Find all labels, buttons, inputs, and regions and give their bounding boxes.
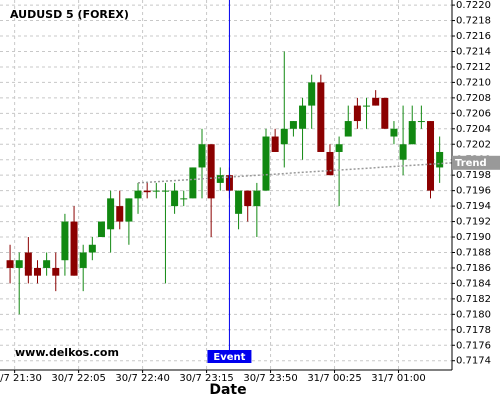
- y-tick-label: 0.7218: [456, 16, 491, 27]
- candle-body: [161, 190, 169, 192]
- candle-body: [253, 190, 261, 207]
- y-tick-label: 0.7206: [456, 108, 491, 119]
- candle-body: [171, 190, 179, 207]
- candle-body: [280, 128, 288, 145]
- candle-body: [427, 121, 435, 191]
- candle-body: [436, 151, 444, 168]
- y-tick-label: 0.7196: [456, 186, 491, 197]
- event-label: Event: [213, 352, 245, 363]
- candle-body: [33, 267, 41, 276]
- candle-body: [372, 97, 380, 106]
- candle-body: [189, 167, 197, 199]
- candle-body: [198, 144, 206, 168]
- event-label-box: [207, 350, 252, 363]
- chart-title: AUDUSD 5 (FOREX): [10, 8, 129, 21]
- y-tick-label: 0.7204: [456, 124, 491, 135]
- y-tick-label: 0.7216: [456, 31, 491, 42]
- candle-body: [97, 221, 105, 238]
- candle-body: [134, 190, 142, 199]
- candle-body: [289, 121, 297, 129]
- candle-body: [271, 136, 279, 152]
- y-tick-label: 0.7176: [456, 340, 491, 351]
- candle-body: [15, 260, 23, 268]
- y-tick-label: 0.7210: [456, 77, 491, 88]
- y-tick-label: 0.7212: [456, 62, 491, 73]
- x-tick-label: 30/7 22:40: [115, 373, 169, 384]
- y-tick-label: 0.7174: [456, 356, 491, 367]
- x-tick-label: 30/7 23:15: [179, 373, 233, 384]
- y-tick-label: 0.7194: [456, 201, 491, 212]
- watermark: www.delkos.com: [15, 346, 119, 359]
- candle-body: [43, 260, 51, 268]
- y-tick-label: 0.7190: [456, 232, 491, 243]
- candle-body: [399, 144, 407, 160]
- candle-body: [326, 151, 334, 176]
- candle-body: [216, 175, 224, 183]
- candle-body: [70, 221, 78, 276]
- x-tick-label: 30/7 22:05: [51, 373, 105, 384]
- candle-body: [317, 82, 325, 152]
- y-tick-label: 0.7192: [456, 217, 491, 228]
- candle-body: [408, 121, 416, 145]
- candle-body: [6, 260, 14, 268]
- candle-body: [116, 206, 124, 222]
- grid: [0, 0, 452, 370]
- x-tick-label: 31/7 01:00: [371, 373, 425, 384]
- y-tick-label: 0.7182: [456, 294, 491, 305]
- candle-body: [24, 252, 32, 276]
- y-tick-label: 0.7184: [456, 278, 491, 289]
- y-tick-label: 0.7202: [456, 139, 491, 150]
- x-tick-label: 30/7 23:50: [243, 373, 297, 384]
- y-tick-label: 0.7198: [456, 170, 491, 181]
- candle-body: [235, 190, 243, 214]
- candle-body: [61, 221, 69, 261]
- x-tick-label: 30/7 21:30: [0, 373, 42, 384]
- candle-body: [335, 144, 343, 152]
- y-tick-label: 0.7180: [456, 309, 491, 320]
- candle-body: [344, 121, 352, 137]
- x-axis-title: Date: [209, 382, 246, 398]
- candle-body: [52, 267, 60, 276]
- candle-body: [107, 198, 115, 230]
- candle-body: [207, 144, 215, 199]
- candle-body: [262, 136, 270, 191]
- y-tick-label: 0.7188: [456, 247, 491, 258]
- candle-body: [180, 198, 188, 200]
- candle-body: [417, 121, 425, 123]
- candle-body: [125, 198, 133, 222]
- candle-body: [381, 97, 389, 129]
- trend-line: [137, 162, 453, 184]
- candle-body: [390, 128, 398, 137]
- y-tick-label: 0.7214: [456, 46, 491, 57]
- trend-label: Trend: [455, 158, 487, 169]
- candle-body: [152, 190, 160, 192]
- candle-body: [299, 105, 307, 129]
- candle-body: [143, 190, 151, 193]
- y-tick-label: 0.7178: [456, 325, 491, 336]
- x-tick-label: 31/7 00:25: [307, 373, 361, 384]
- trend-label-box: [452, 155, 500, 170]
- candle-body: [79, 252, 87, 268]
- candle-body: [308, 82, 316, 106]
- y-tick-label: 0.7208: [456, 93, 491, 104]
- candle-body: [88, 244, 96, 253]
- y-tick-label: 0.7186: [456, 263, 491, 274]
- candle-body: [353, 105, 361, 122]
- candle-body: [244, 190, 252, 207]
- candle-body: [363, 105, 371, 107]
- y-tick-label: 0.7220: [456, 0, 491, 11]
